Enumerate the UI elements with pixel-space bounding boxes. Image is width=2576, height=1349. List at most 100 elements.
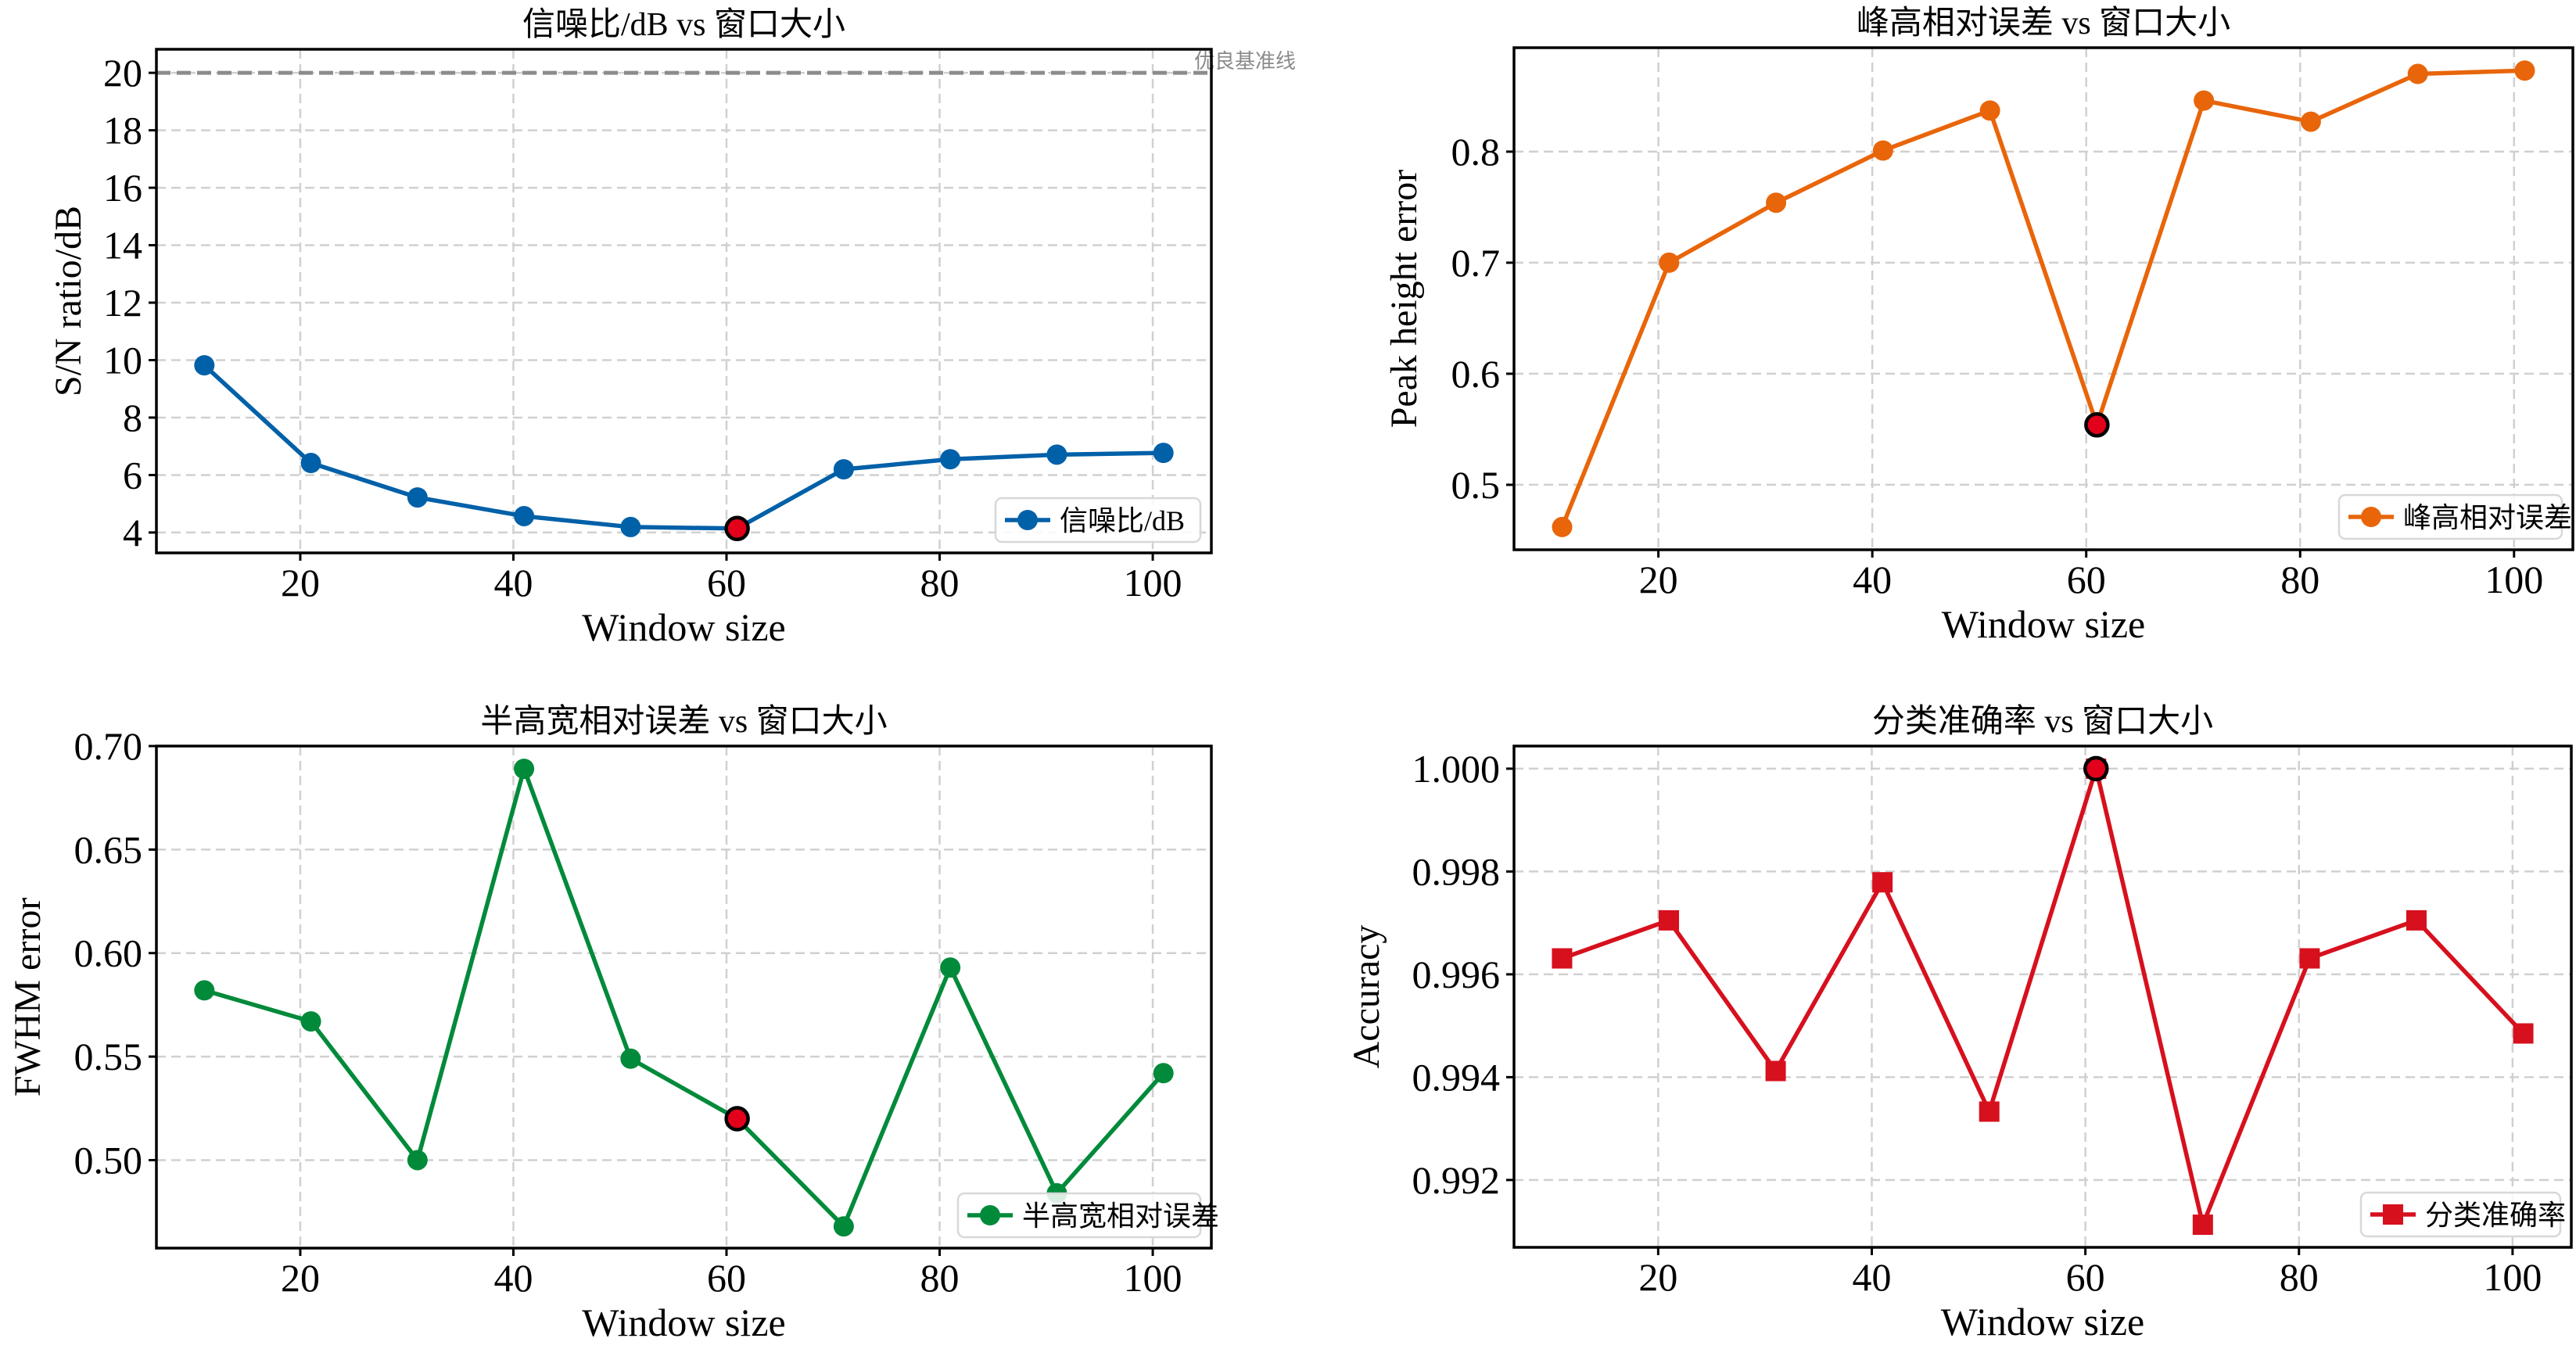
chart-panel-2: 20 40 60 80 100 0.5 0.6 0.7 0.8 峰高相对误差 vs 窗口大小 Win… (1383, 5, 2574, 646)
data-point (1872, 872, 1893, 893)
x-axis-label: Window size (582, 1301, 785, 1344)
y-tick-label: 0.65 (74, 827, 143, 871)
x-tick-label: 20 (281, 561, 320, 605)
y-tick-label: 6 (123, 453, 142, 497)
grid (1514, 48, 2573, 550)
legend: 半高宽相对误差 (956, 1192, 1219, 1239)
y-tick-label: 0.998 (1412, 849, 1501, 893)
y-tick-label: 0.992 (1412, 1158, 1501, 1202)
y-axis-label: S/N ratio/dB (48, 206, 89, 396)
y-tick-label: 14 (103, 224, 142, 267)
x-tick-label: 40 (493, 1256, 533, 1300)
legend-label: 半高宽相对误差 (1022, 1200, 1219, 1232)
data-point (1872, 140, 1893, 161)
chart-title: 信噪比/dB vs 窗口大小 (522, 7, 845, 43)
data-point (2194, 90, 2215, 111)
y-tick-label: 20 (103, 51, 142, 95)
y-tick-label: 0.8 (1451, 130, 1501, 174)
x-tick-label: 100 (1124, 561, 1182, 605)
x-tick-label: 60 (707, 561, 746, 605)
y-tick-label: 12 (103, 281, 142, 325)
y-tick-label: 4 (123, 511, 142, 554)
x-tick-label: 20 (281, 1256, 320, 1300)
chart-panel-1: 优良基准线 20 40 60 80 100 4 6 8 10 12 14 16 18 20 信噪比/dB vs… (48, 7, 1296, 649)
grid (156, 49, 1211, 553)
legend-box (2359, 1191, 2562, 1238)
legend: 峰高相对误差 (2337, 493, 2572, 540)
data-point (194, 355, 215, 376)
y-tick-label: 0.55 (74, 1035, 143, 1078)
legend-marker (2383, 1204, 2403, 1225)
series-line (1561, 766, 2525, 1227)
data-point (514, 505, 535, 526)
y-axis-label: Accuracy (1346, 925, 1387, 1069)
axes-frame (155, 744, 1213, 1250)
chart-title: 分类准确率 vs 窗口大小 (1872, 703, 2213, 740)
y-tick-label: 0.60 (74, 931, 143, 975)
legend: 信噪比/dB (994, 497, 1202, 544)
data-point (300, 453, 321, 474)
axes-frame (1512, 744, 2573, 1249)
y-tick-label: 1.000 (1412, 747, 1501, 791)
series-line (203, 364, 1164, 531)
legend-label: 峰高相对误差 (2403, 502, 2572, 533)
chart-panel-3: 20 40 60 80 100 0.50 0.55 0.60 0.65 0.70 半高宽相对误差 v… (7, 703, 1219, 1344)
data-point (2192, 1214, 2213, 1236)
data-point (2407, 63, 2428, 84)
data-point (1659, 909, 1680, 931)
data-point (2513, 1023, 2534, 1044)
data-point (1766, 192, 1787, 213)
y-tick-label: 16 (103, 166, 142, 210)
x-tick-label: 80 (920, 561, 960, 605)
x-tick-label: 80 (2280, 558, 2319, 601)
x-tick-label: 100 (1124, 1256, 1182, 1300)
highlight-point (724, 1106, 750, 1132)
data-point (1979, 100, 2000, 121)
legend-box (2337, 493, 2563, 540)
reference-line-label: 优良基准线 (1194, 49, 1296, 73)
data-point (940, 957, 961, 978)
chart-title: 峰高相对误差 vs 窗口大小 (1857, 5, 2230, 41)
series-line (1559, 68, 2525, 528)
legend-label: 分类准确率 (2425, 1200, 2566, 1231)
data-point (620, 1048, 641, 1069)
x-tick-label: 80 (2280, 1255, 2319, 1299)
data-point (514, 759, 535, 780)
highlight-point (2083, 755, 2109, 782)
legend: 分类准确率 (2359, 1191, 2566, 1238)
highlight-point (2084, 411, 2110, 438)
data-point (1153, 443, 1174, 464)
data-point (1552, 516, 1573, 537)
grid (1514, 746, 2571, 1247)
x-axis-label: Window size (1941, 1300, 2144, 1344)
chart-panel-4: 20 40 60 80 100 0.992 0.994 0.996 0.998 1.000 分类准确… (1346, 703, 2573, 1344)
data-point (1153, 1063, 1174, 1084)
series-line (203, 766, 1165, 1229)
y-axis-label: FWHM error (7, 898, 48, 1097)
legend-label: 信噪比/dB (1060, 505, 1185, 536)
legend-box (994, 497, 1202, 544)
y-tick-label: 10 (103, 338, 142, 382)
data-point (407, 487, 428, 508)
x-tick-label: 100 (2483, 1255, 2542, 1299)
chart-title: 半高宽相对误差 vs 窗口大小 (480, 703, 887, 740)
x-tick-label: 60 (2066, 1255, 2105, 1299)
legend-box (956, 1192, 1202, 1239)
y-axis-label: Peak height error (1383, 170, 1425, 429)
legend-marker (2361, 507, 2381, 527)
x-tick-label: 20 (1639, 558, 1678, 601)
data-point (300, 1011, 321, 1032)
data-point (407, 1150, 428, 1171)
legend-marker (1017, 510, 1038, 530)
x-axis-label: Window size (582, 605, 785, 649)
data-point (2514, 60, 2535, 81)
legend-marker (980, 1205, 1000, 1225)
data-point (2300, 111, 2321, 132)
data-point (833, 459, 854, 480)
highlight-point (724, 515, 750, 542)
x-tick-label: 40 (493, 561, 533, 605)
x-tick-label: 40 (1853, 558, 1892, 601)
data-point (2406, 909, 2427, 931)
x-tick-label: 60 (707, 1256, 746, 1300)
y-tick-label: 18 (103, 109, 142, 152)
